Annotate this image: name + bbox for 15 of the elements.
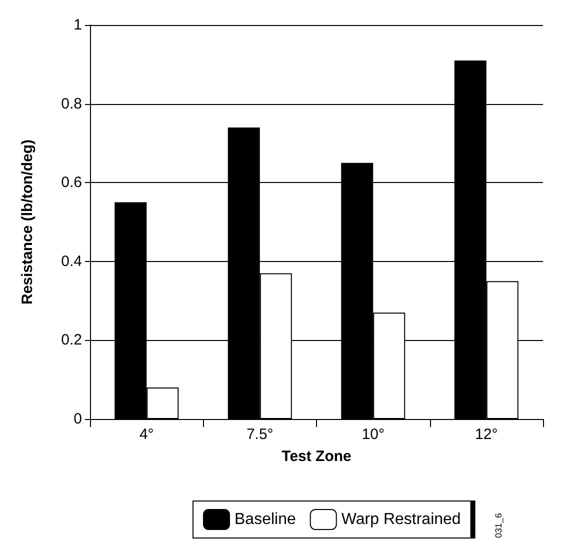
x-tick-label: 12° [475, 426, 498, 443]
x-tick-label: 4° [139, 426, 154, 443]
legend-label: Warp Restrained [341, 511, 461, 528]
text: 031_6 [494, 512, 504, 538]
y-tick-label: 0.4 [61, 252, 82, 270]
y-tick-label: 0 [74, 410, 82, 428]
x-tick-label: 10° [362, 426, 384, 443]
x-axis-title: Test Zone [282, 448, 352, 465]
y-tick-label: 0.2 [61, 332, 82, 349]
legend-label: Baseline [234, 511, 296, 528]
x-tick-label: 7.5° [246, 426, 274, 443]
y-tick-label: 0.8 [61, 95, 82, 112]
y-tick-label: 1 [74, 16, 82, 34]
y-axis-title: Resistance (lb/ton/deg) [19, 139, 36, 305]
y-tick-label: 0.6 [61, 174, 82, 192]
